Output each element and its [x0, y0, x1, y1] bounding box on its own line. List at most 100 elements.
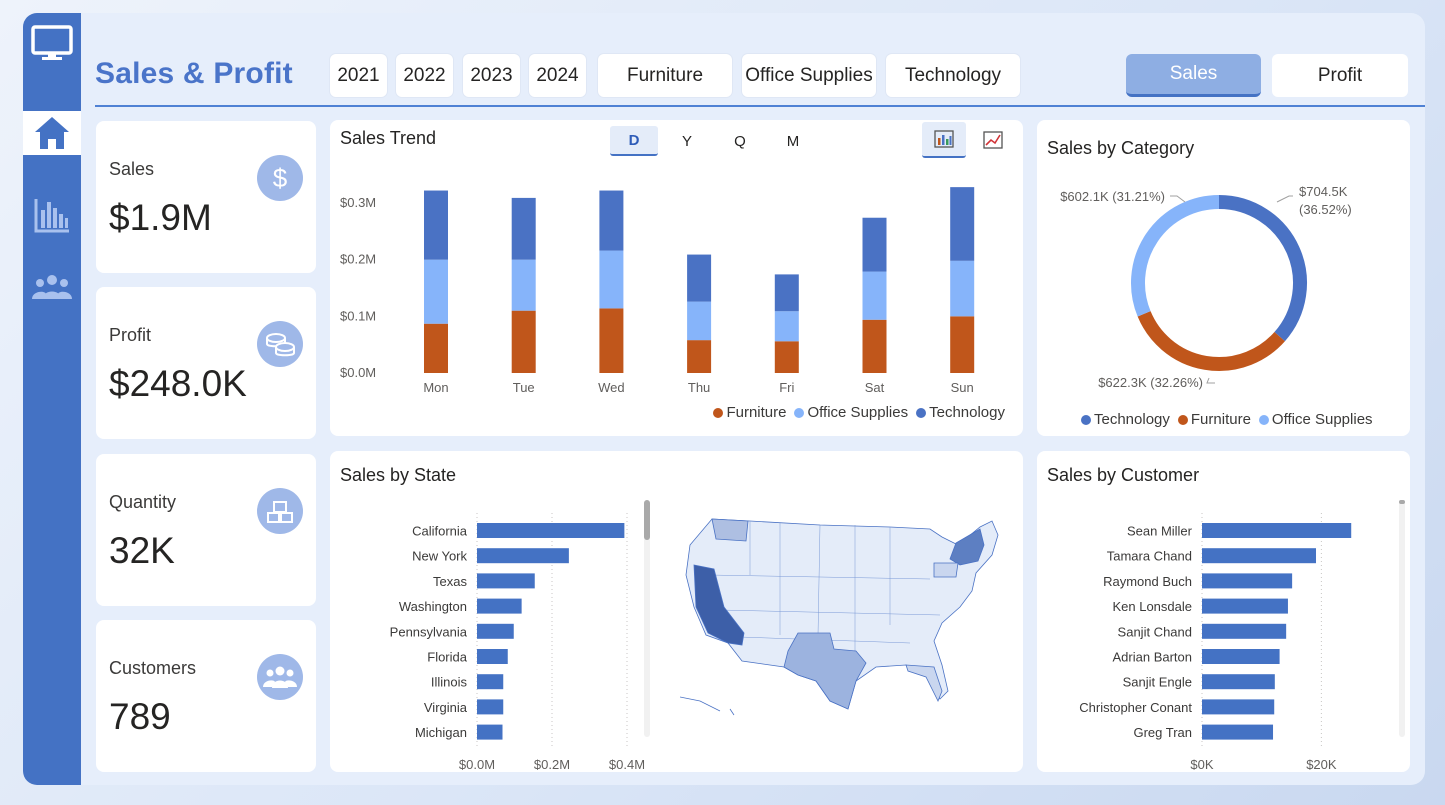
bar-segment-technology[interactable]	[511, 197, 536, 260]
x-tick-label: $20K	[1306, 757, 1337, 772]
y-tick-label: $0.1M	[340, 308, 376, 323]
bar-segment-office-supplies[interactable]	[687, 301, 712, 341]
map-state-new-york[interactable]	[949, 528, 985, 566]
sales-by-customer-panel: Sales by Customer $0K $20K Sean Miller Tama…	[1037, 451, 1410, 772]
kpi-value: 789	[109, 696, 171, 737]
y-tick-label: $0.0M	[340, 365, 376, 380]
line-chart-icon[interactable]	[971, 122, 1015, 158]
kpi-value: 32K	[109, 530, 175, 571]
tab-year[interactable]: Y	[681, 132, 692, 150]
bar-segment-technology[interactable]	[774, 274, 799, 312]
category-slicer-office-supplies[interactable]: Office Supplies	[742, 54, 876, 97]
y-tick-label: $0.3M	[340, 195, 376, 210]
monitor-icon[interactable]	[29, 21, 75, 65]
map-state-florida[interactable]	[905, 664, 943, 702]
bar[interactable]	[477, 573, 535, 589]
sales-trend-panel: Sales Trend D Y Q M $0.0M $0.1M $0.2M $0.3M…	[330, 120, 1023, 436]
bar-segment-office-supplies[interactable]	[424, 259, 448, 324]
bar-segment-technology[interactable]	[687, 254, 712, 302]
home-icon[interactable]	[23, 111, 81, 155]
legend-item-technology[interactable]: Technology	[916, 404, 1005, 421]
bar-segment-office-supplies[interactable]	[950, 260, 975, 317]
bar-segment-furniture[interactable]	[511, 310, 536, 373]
kpi-card-profit: Profit $248.0K	[96, 287, 316, 439]
legend-item-furniture[interactable]: Furniture	[713, 404, 786, 421]
year-slicer-2021[interactable]: 2021	[330, 54, 387, 97]
bar[interactable]	[1202, 573, 1293, 589]
category-slicer-technology[interactable]: Technology	[886, 54, 1020, 97]
y-tick-label: Pennsylvania	[390, 624, 468, 639]
people-icon	[257, 654, 303, 700]
page-title: Sales & Profit	[95, 57, 293, 90]
bar[interactable]	[1202, 699, 1275, 715]
y-tick-label: Washington	[399, 599, 467, 614]
bar-segment-furniture[interactable]	[599, 308, 624, 373]
tab-quarter[interactable]: Q	[734, 132, 746, 150]
sales-toggle-button[interactable]: Sales	[1126, 54, 1261, 97]
map-state-california[interactable]	[693, 564, 745, 646]
state-scrollbar[interactable]	[644, 500, 650, 737]
bar[interactable]	[477, 598, 522, 614]
x-tick-label: Mon	[423, 380, 448, 395]
bar[interactable]	[1202, 724, 1274, 740]
legend-dot	[1177, 414, 1188, 425]
kpi-value: $248.0K	[109, 363, 247, 404]
bar-segment-office-supplies[interactable]	[862, 271, 887, 320]
column-chart-icon[interactable]	[922, 122, 966, 158]
legend-item-office-supplies[interactable]: Office Supplies	[1258, 411, 1373, 428]
bar-segment-technology[interactable]	[424, 190, 448, 260]
year-slicer-2023[interactable]: 2023	[463, 54, 520, 97]
bar[interactable]	[1202, 649, 1280, 664]
customer-scrollbar[interactable]	[1399, 500, 1405, 737]
bar[interactable]	[1202, 548, 1317, 564]
category-slicer-furniture[interactable]: Furniture	[598, 54, 732, 97]
us-state-map[interactable]	[680, 515, 1010, 720]
bar-segment-furniture[interactable]	[424, 323, 448, 373]
bar[interactable]	[1202, 523, 1352, 538]
donut-slice-technology[interactable]	[1218, 195, 1307, 342]
bar-segment-technology[interactable]	[862, 217, 887, 272]
bar[interactable]	[1202, 674, 1275, 690]
donut-slice-office-supplies[interactable]	[1131, 195, 1220, 317]
bar[interactable]	[477, 548, 569, 564]
bar-segment-furniture[interactable]	[774, 341, 799, 373]
bar-segment-furniture[interactable]	[950, 316, 975, 373]
bar-segment-technology[interactable]	[599, 190, 624, 251]
bar-chart-icon[interactable]	[29, 193, 75, 237]
year-slicer-2022[interactable]: 2022	[396, 54, 453, 97]
tab-month[interactable]: M	[786, 132, 800, 150]
bar[interactable]	[477, 699, 504, 715]
sales-by-state-chart: $0.0M $0.2M $0.4M California New York Texas Wa…	[390, 513, 645, 772]
bar[interactable]	[477, 674, 504, 690]
leader-line	[1206, 377, 1215, 384]
people-icon[interactable]	[29, 265, 75, 309]
bar-segment-office-supplies[interactable]	[511, 259, 536, 311]
map-state-washington[interactable]	[711, 518, 749, 542]
bar-segment-office-supplies[interactable]	[599, 250, 624, 309]
legend-item-office-supplies[interactable]: Office Supplies	[794, 404, 908, 421]
scrollbar-thumb[interactable]	[644, 500, 650, 540]
leader-line	[1276, 195, 1293, 203]
scrollbar-thumb[interactable]	[1399, 500, 1405, 504]
y-tick-label: California	[412, 524, 468, 539]
bar[interactable]	[1202, 598, 1288, 614]
map-state-pennsylvania[interactable]	[933, 562, 959, 578]
tab-day[interactable]: D	[610, 126, 658, 156]
bar[interactable]	[477, 649, 508, 664]
year-slicer-2024[interactable]: 2024	[529, 54, 586, 97]
bar[interactable]	[477, 623, 514, 639]
bar[interactable]	[1202, 623, 1287, 639]
legend-item-furniture[interactable]: Furniture	[1177, 411, 1251, 428]
bar[interactable]	[477, 523, 625, 538]
data-label-technology: $704.5K	[1299, 184, 1348, 199]
profit-toggle-button[interactable]: Profit	[1272, 54, 1408, 97]
map-state-texas[interactable]	[783, 632, 867, 710]
legend-item-technology[interactable]: Technology	[1081, 411, 1170, 428]
bar-segment-office-supplies[interactable]	[774, 311, 799, 342]
donut-slice-furniture[interactable]	[1137, 311, 1285, 371]
bar-segment-furniture[interactable]	[862, 319, 887, 373]
bar[interactable]	[477, 724, 503, 740]
bar-segment-furniture[interactable]	[687, 340, 712, 373]
bar-segment-technology[interactable]	[950, 187, 975, 261]
state-borders	[709, 521, 941, 665]
